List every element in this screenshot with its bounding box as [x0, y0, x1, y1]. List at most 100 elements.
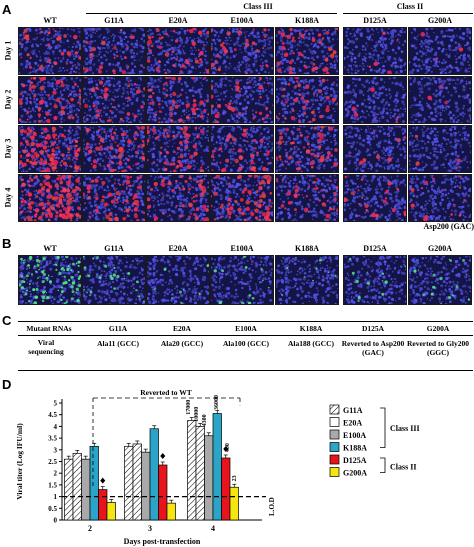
bar-s0-g1 — [124, 445, 134, 521]
panel-c-letter: C — [2, 313, 12, 328]
bar-s3-g0 — [89, 445, 99, 521]
table-mutant-e20a: E20A — [173, 324, 191, 333]
day-label-3: Day 3 — [3, 138, 13, 159]
lod-label: L.O.D — [268, 497, 276, 516]
bar-s2-g2 — [204, 435, 214, 521]
legend-label-d125a: D125A — [343, 456, 367, 465]
day-label-2: Day 2 — [3, 89, 13, 110]
panel-a-image-day4-e100a — [210, 174, 274, 222]
legend-swatch-d125a — [329, 454, 340, 465]
panel-a-image-day3-wt — [18, 125, 82, 173]
bar-s4-g0 — [98, 489, 108, 521]
panel-a-col-g200a: G200A — [428, 16, 452, 25]
legend-swatch-g200a — [329, 467, 340, 477]
table-sequence-1: Ala11 (GCC) — [97, 339, 139, 348]
panel-b-image-e100a — [210, 255, 274, 305]
bar-s1-g0 — [72, 452, 82, 521]
table-sequence-3: Ala100 (GCC) — [222, 339, 270, 348]
panel-a-image-day3-g11a — [82, 125, 146, 173]
y-tick-label-8: 4 — [54, 423, 58, 431]
table-top-line — [18, 321, 473, 322]
bar-s3-g2 — [212, 413, 222, 521]
bar-s5-g2 — [229, 486, 239, 521]
asp200-note: Asp200 (GAC) — [423, 222, 474, 231]
panel-a-image-day2-d125a — [343, 76, 407, 124]
panel-a-image-day4-g200a — [408, 174, 472, 222]
y-axis-label: Viral titer (Log IFU/ml) — [15, 423, 24, 500]
panel-a-col-wt: WT — [43, 16, 57, 25]
annotation-3: 36000 — [214, 395, 220, 410]
bar-s5-g0 — [106, 502, 116, 521]
legend-label-e100a: E100A — [343, 431, 366, 440]
panel-a-image-day4-d125a — [343, 174, 407, 222]
legend-swatch-g11a — [329, 404, 340, 415]
panel-b-col-e100a: E100A — [230, 244, 254, 253]
panel-b-col-d125a: D125A — [363, 244, 387, 253]
panel-b-image-g11a — [82, 255, 146, 305]
bar-s1-g1 — [132, 443, 142, 521]
panel-a-image-day3-g200a — [408, 125, 472, 173]
table-mutant-e100a: E100A — [235, 324, 257, 333]
annotation-0: 17000 — [186, 400, 192, 415]
bar-s1-g2 — [195, 426, 205, 521]
legend-swatch-k188a — [329, 442, 340, 452]
panel-a-image-day1-k188a — [275, 27, 339, 75]
day-label-1: Day 1 — [3, 40, 13, 61]
panel-a-col-g11a: G11A — [104, 16, 124, 25]
viral-titer-chart: 0 0.5 1 1.5 2 2.5 3 3.5 4 4.5 5 Viral titer (Log IF… — [15, 388, 420, 546]
table-mutant-k188a: K188A — [299, 324, 323, 333]
panel-a-image-day1-g200a — [408, 27, 472, 75]
legend-label-e20a: E20A — [343, 419, 362, 428]
panel-b-image-e20a — [146, 255, 210, 305]
x-axis-label: Days post-transfection — [124, 537, 201, 546]
legend-class3-label: Class III — [390, 424, 420, 433]
annotation-5: 23 — [232, 475, 238, 481]
panel-b-col-k188a: K188A — [295, 244, 319, 253]
table-row1-header: Mutant RNAs — [26, 324, 72, 333]
legend-swatch-e100a — [329, 429, 340, 440]
class3-header: Class III — [243, 2, 273, 11]
panel-a-col-e20a: E20A — [168, 16, 188, 25]
panel-a-image-day2-g11a — [82, 76, 146, 124]
panel-b-image-g200a — [408, 255, 472, 305]
bar-s0-g0 — [64, 458, 74, 521]
bar-s3-g1 — [149, 428, 159, 521]
marker-red-g2 — [223, 445, 229, 452]
table-row2-header: Viral sequencing — [28, 338, 64, 356]
x-tick-label-3: 3 — [148, 524, 152, 533]
panel-b-col-e20a: E20A — [168, 244, 188, 253]
y-tick-label-5: 2.5 — [48, 458, 57, 466]
table-bottom-line — [18, 370, 473, 371]
annotation-2: 4300 — [202, 414, 208, 426]
table-mutant-g11a: G11A — [108, 324, 128, 333]
day-label-4: Day 4 — [3, 187, 13, 208]
y-tick-label-2: 1 — [54, 493, 58, 501]
panel-a-image-day4-e20a — [146, 174, 210, 222]
panel-a-image-day1-e100a — [210, 27, 274, 75]
x-tick-label-4: 4 — [211, 524, 215, 533]
panel-a-image-day2-e100a — [210, 76, 274, 124]
panel-a-image-day4-g11a — [82, 174, 146, 222]
bar-s2-g1 — [141, 451, 151, 521]
table-mutant-d125a: D125A — [361, 324, 385, 333]
marker-red-g0 — [100, 477, 106, 484]
y-tick-label-10: 5 — [54, 400, 58, 408]
panel-a-image-day1-g11a — [82, 27, 146, 75]
bar-s4-g1 — [158, 464, 168, 521]
bar-s5-g1 — [166, 502, 176, 521]
y-tick-label-6: 3 — [54, 446, 58, 454]
marker-red-g1 — [160, 453, 166, 460]
annotation-4: 400 — [225, 443, 231, 452]
bar-s4-g2 — [221, 457, 231, 521]
panel-a-image-day3-d125a — [343, 125, 407, 173]
table-mutant-g200a: G200A — [426, 324, 450, 333]
class3-line — [86, 13, 337, 14]
class2-line — [343, 13, 473, 14]
panel-b-letter: B — [2, 236, 12, 251]
panel-a-image-day2-wt — [18, 76, 82, 124]
legend-label-k188a: K188A — [343, 444, 367, 453]
y-tick-label-7: 3.5 — [48, 435, 57, 443]
panel-a-image-day2-k188a — [275, 76, 339, 124]
panel-a-image-day3-e100a — [210, 125, 274, 173]
legend-swatch-e20a — [329, 417, 340, 427]
